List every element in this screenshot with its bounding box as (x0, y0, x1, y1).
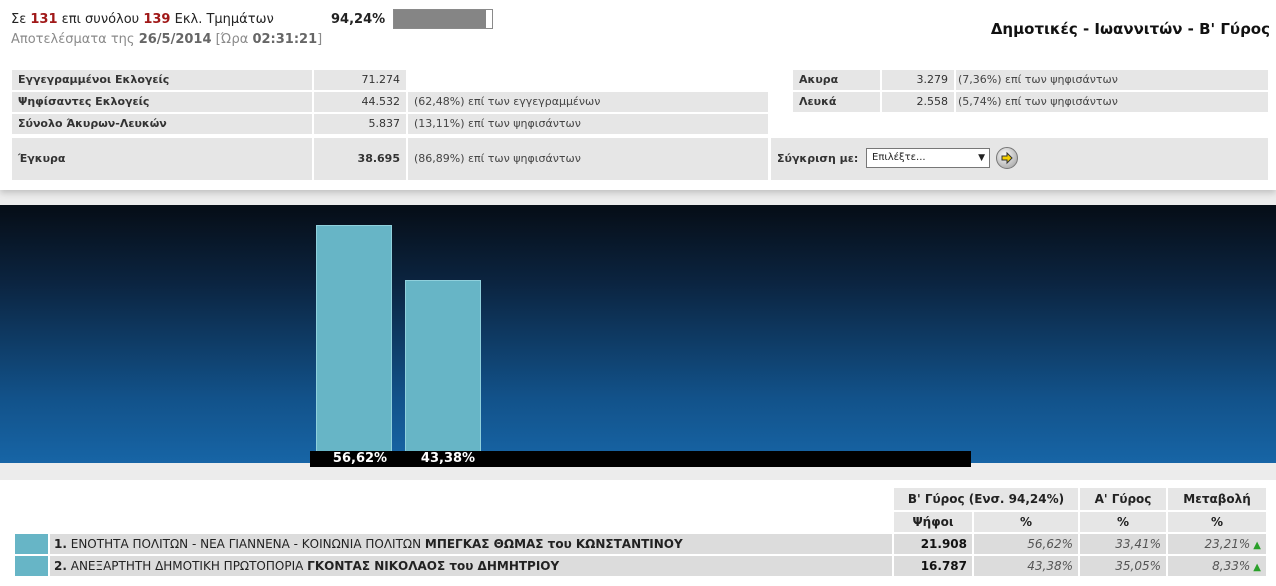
change-cell: 8,33% ▲ (1168, 556, 1266, 576)
sub-votes-header: Ψήφοι (894, 512, 972, 532)
bar-value-label-2: 43,38% (420, 451, 476, 466)
row-index: 2. (54, 559, 67, 573)
invalid-value: 3.279 (882, 70, 954, 90)
compare-select[interactable]: Επιλέξτε... ▼ (866, 148, 990, 168)
registered-value: 71.274 (314, 70, 406, 90)
suffix-text: Εκλ. Τμημάτων (174, 12, 274, 27)
time-prefix: [Ώρα (215, 32, 249, 47)
compare-go-button[interactable] (996, 147, 1018, 169)
results-table: Β' Γύρος (Ενσ. 94,24%) Α' Γύρος Μεταβολή… (0, 480, 1276, 586)
dropdown-arrow-icon: ▼ (978, 153, 985, 163)
party-name: ΕΝΟΤΗΤΑ ΠΟΛΙΤΩΝ - ΝΕΑ ΓΙΑΝΝΕΝΑ - ΚΟΙΝΩΝΙ… (70, 537, 422, 551)
results-prefix: Αποτελέσματα της (11, 32, 135, 47)
col-change-header: Μεταβολή (1168, 488, 1266, 510)
time-suffix: ] (317, 32, 323, 47)
party-color-swatch (15, 556, 48, 576)
arrow-right-icon (1001, 151, 1013, 165)
blank-note: (5,74%) επί των ψηφισάντων (956, 92, 1268, 112)
voted-value: 44.532 (314, 92, 406, 112)
table-row: 1. ΕΝΟΤΗΤΑ ΠΟΛΙΤΩΝ - ΝΕΑ ΓΙΑΝΝΕΝΑ - ΚΟΙΝ… (50, 534, 892, 554)
sub-pct-header: % (974, 512, 1078, 532)
change-value: 23,21% (1204, 537, 1251, 551)
counted-number: 131 (30, 12, 58, 27)
pct-round1-cell: 33,41% (1080, 534, 1166, 554)
pct-round1-cell: 35,05% (1080, 556, 1166, 576)
votes-cell: 21.908 (894, 534, 972, 554)
chart-bar-2 (405, 280, 481, 461)
pct-cell: 43,38% (974, 556, 1078, 576)
candidate-name: ΜΠΕΓΚΑΣ ΘΩΜΑΣ του ΚΩΝΣΤΑΝΤΙΝΟΥ (424, 537, 683, 551)
invalid-label: Ακυρα (793, 70, 880, 90)
results-timestamp: Αποτελέσματα της 26/5/2014 [Ώρα 02:31:21… (11, 32, 322, 47)
votes-cell: 16.787 (894, 556, 972, 576)
valid-note: (86,89%) επί των ψηφισάντων (408, 138, 768, 180)
bar-labels-strip: 56,62% 43,38% (310, 451, 971, 467)
total-number: 139 (143, 12, 171, 27)
invalid-blank-note: (13,11%) επί των ψηφισάντων (408, 114, 768, 134)
party-color-swatch (15, 534, 48, 554)
sub-pct-change-header: % (1168, 512, 1266, 532)
counting-progress-bar (393, 9, 493, 29)
bar-value-label-1: 56,62% (332, 451, 388, 466)
sub-pct-round1-header: % (1080, 512, 1166, 532)
header-panel: Σε 131 επι συνόλου 139 Εκλ. Τμημάτων 94,… (0, 0, 1276, 190)
col-round1-header: Α' Γύρος (1080, 488, 1166, 510)
change-value: 8,33% (1212, 559, 1251, 573)
pct-cell: 56,62% (974, 534, 1078, 554)
page-title: Δημοτικές - Ιωαννιτών - Β' Γύρος (990, 20, 1270, 38)
results-chart (0, 205, 1276, 463)
counted-sections-text: Σε 131 επι συνόλου 139 Εκλ. Τμημάτων (11, 12, 274, 27)
up-triangle-icon: ▲ (1253, 540, 1261, 551)
counted-percent: 94,24% (331, 12, 386, 27)
chart-bar-1 (316, 225, 392, 461)
prefix-text: Σε (11, 12, 27, 27)
row-index: 1. (54, 537, 67, 551)
invalid-note: (7,36%) επί των ψηφισάντων (956, 70, 1268, 90)
valid-value: 38.695 (314, 138, 406, 180)
table-row: 2. ΑΝΕΞΑΡΤΗΤΗ ΔΗΜΟΤΙΚΗ ΠΡΩΤΟΠΟΡΙΑ ΓΚΟΝΤΑ… (50, 556, 892, 576)
compare-row: Σύγκριση με: (771, 138, 1268, 180)
results-time: 02:31:21 (252, 32, 318, 47)
results-date: 26/5/2014 (138, 32, 212, 47)
party-name: ΑΝΕΞΑΡΤΗΤΗ ΔΗΜΟΤΙΚΗ ΠΡΩΤΟΠΟΡΙΑ (70, 559, 304, 573)
change-cell: 23,21% ▲ (1168, 534, 1266, 554)
invalid-blank-value: 5.837 (314, 114, 406, 134)
compare-label: Σύγκριση με: (777, 152, 859, 165)
middle-text: επι συνόλου (61, 12, 140, 27)
col-round2-header: Β' Γύρος (Ενσ. 94,24%) (894, 488, 1078, 510)
voted-label: Ψηφίσαντες Εκλογείς (12, 92, 312, 112)
invalid-blank-label: Σύνολο Άκυρων-Λευκών (12, 114, 312, 134)
up-triangle-icon: ▲ (1253, 562, 1261, 573)
blank-value: 2.558 (882, 92, 954, 112)
voted-note: (62,48%) επί των εγγεγραμμένων (408, 92, 768, 112)
registered-label: Εγγεγραμμένοι Εκλογείς (12, 70, 312, 90)
blank-label: Λευκά (793, 92, 880, 112)
candidate-name: ΓΚΟΝΤΑΣ ΝΙΚΟΛΑΟΣ του ΔΗΜΗΤΡΙΟΥ (307, 559, 560, 573)
progress-fill (394, 10, 487, 28)
valid-label: Έγκυρα (12, 138, 312, 180)
compare-selected-value: Επιλέξτε... (872, 152, 926, 163)
